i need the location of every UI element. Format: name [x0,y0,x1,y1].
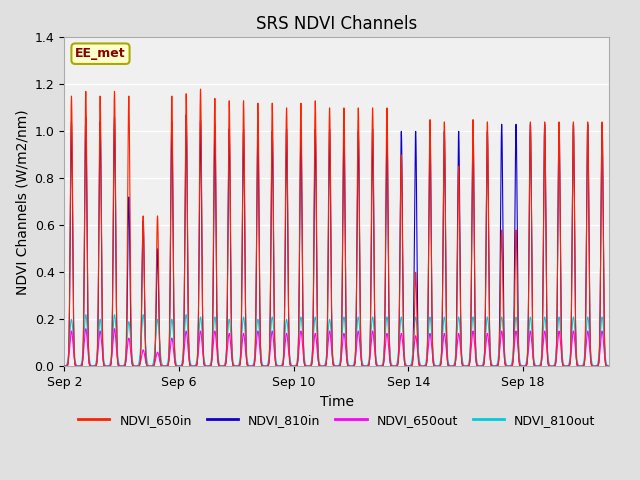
Title: SRS NDVI Channels: SRS NDVI Channels [256,15,417,33]
Text: EE_met: EE_met [75,47,126,60]
Legend: NDVI_650in, NDVI_810in, NDVI_650out, NDVI_810out: NDVI_650in, NDVI_810in, NDVI_650out, NDV… [73,409,600,432]
Y-axis label: NDVI Channels (W/m2/nm): NDVI Channels (W/m2/nm) [15,109,29,295]
X-axis label: Time: Time [320,395,354,408]
